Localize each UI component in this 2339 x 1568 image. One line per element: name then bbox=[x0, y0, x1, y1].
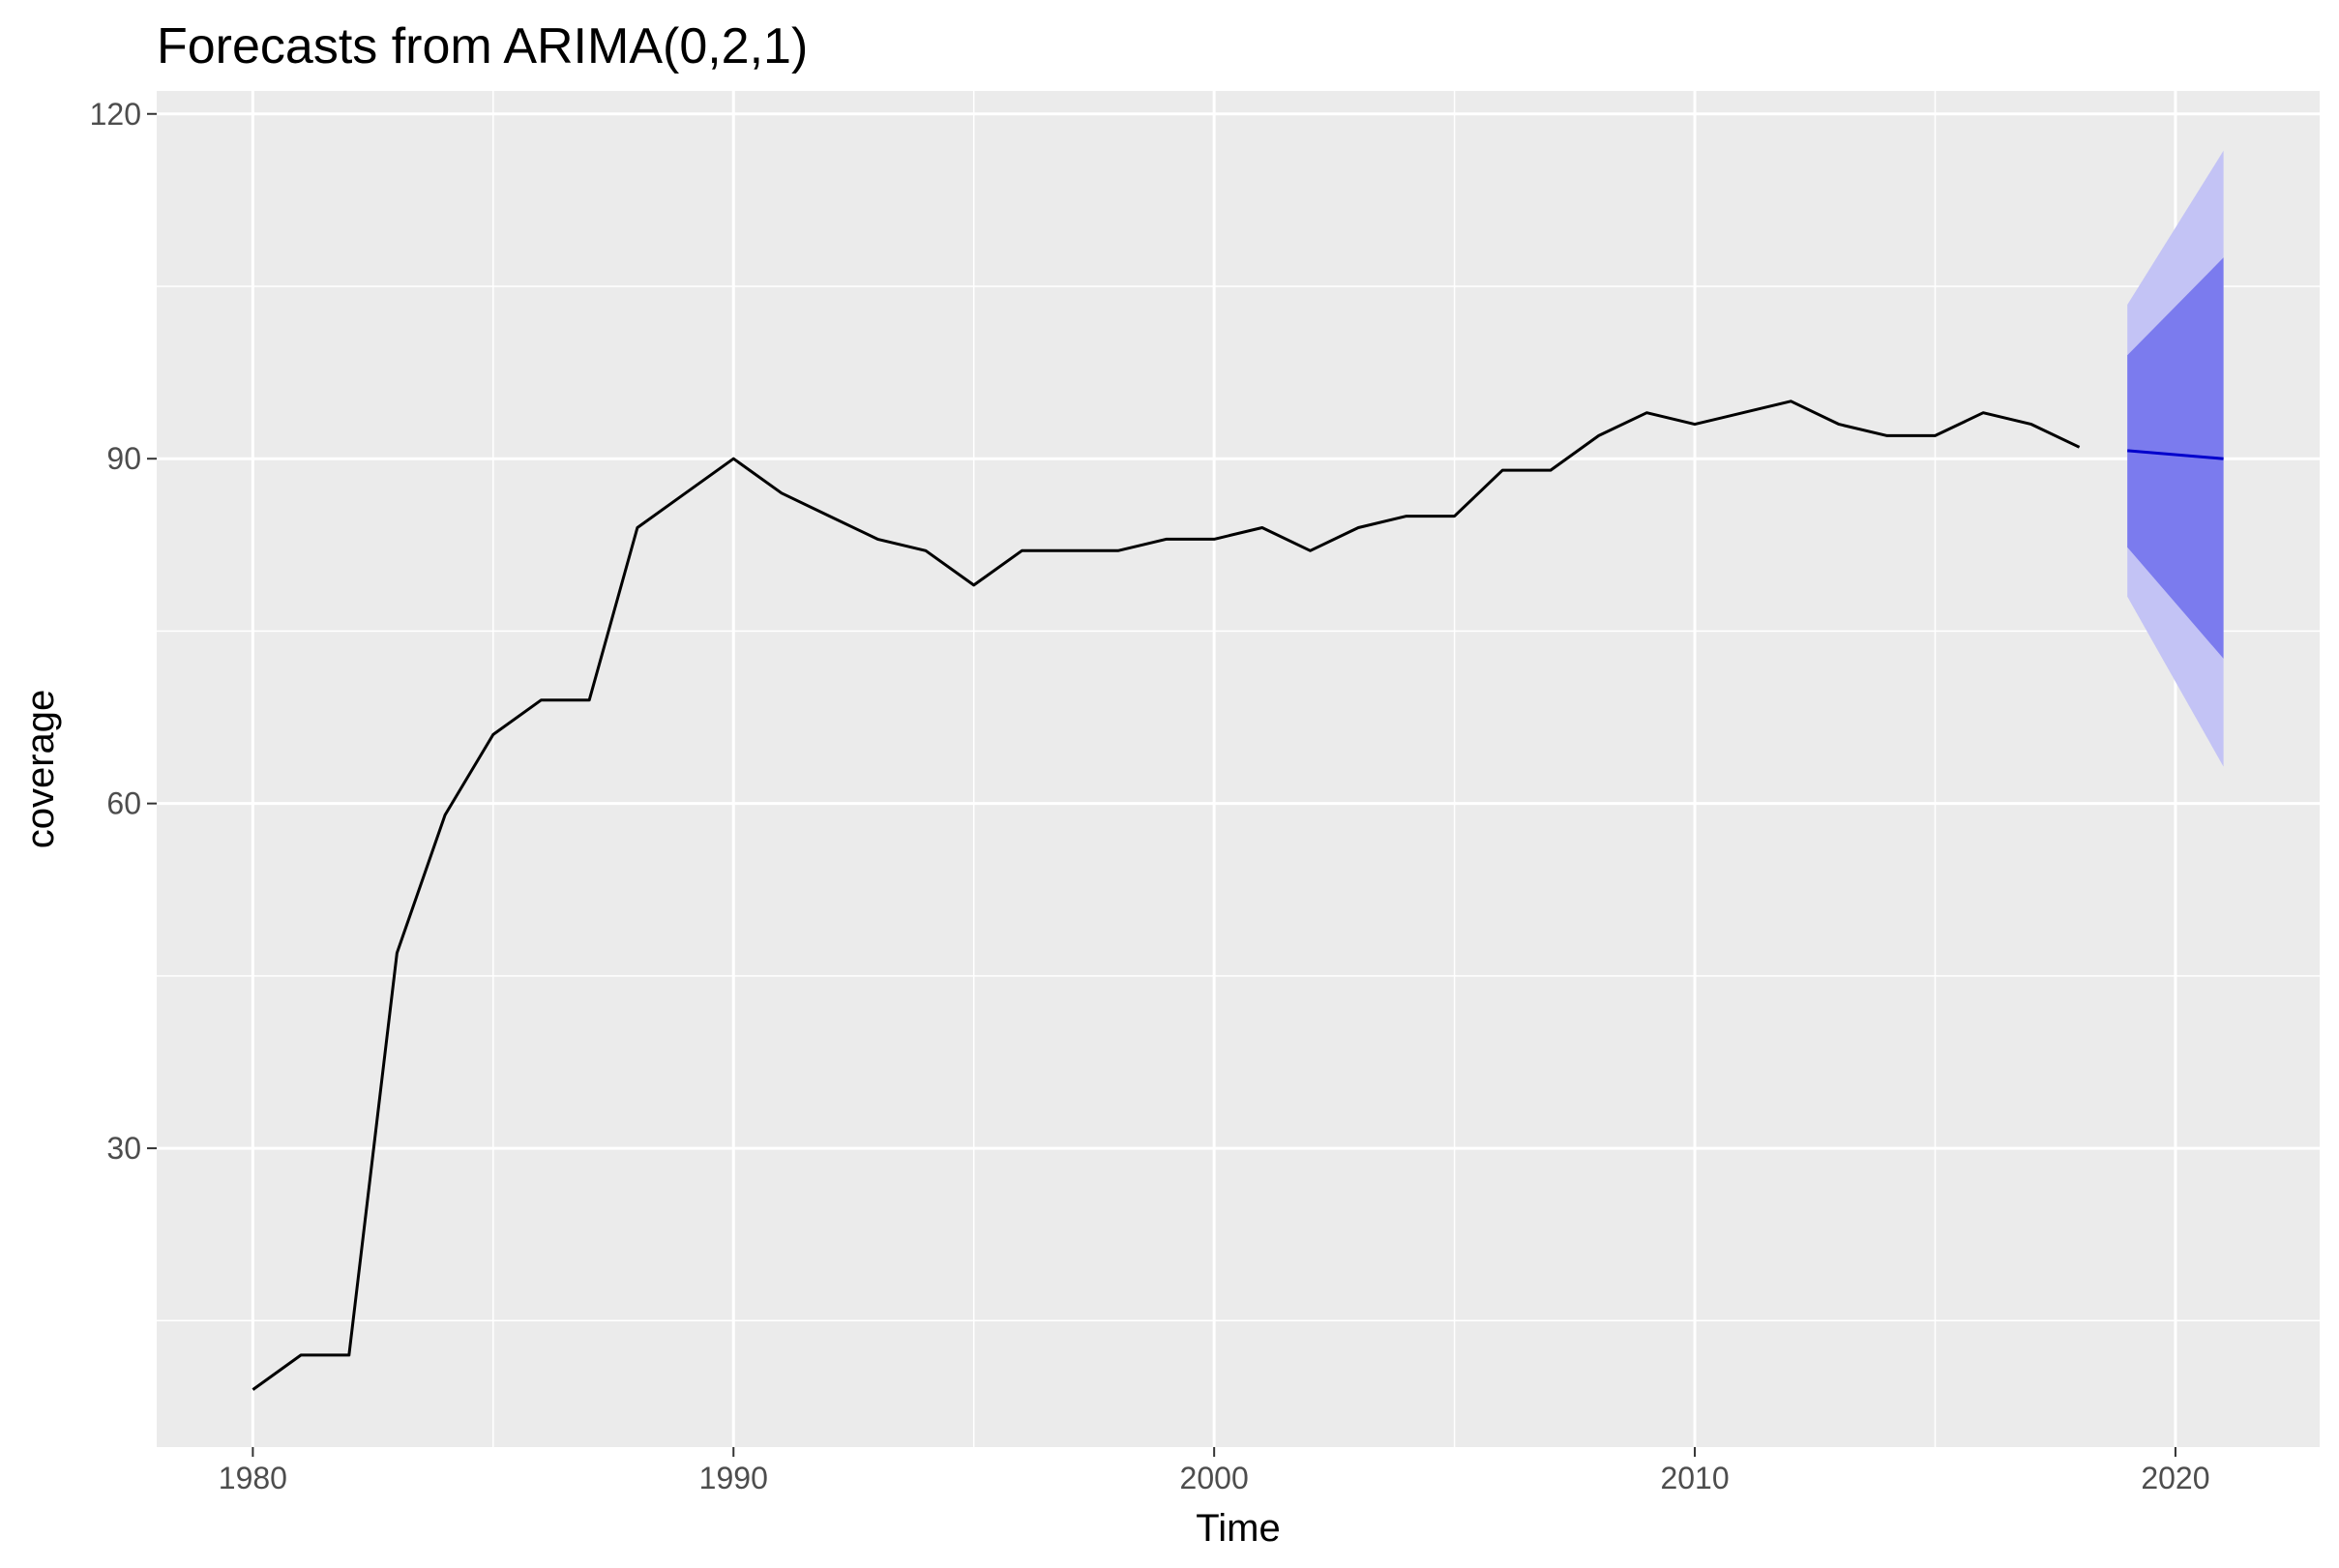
y-tick-label: 90 bbox=[106, 441, 141, 476]
chart-title: Forecasts from ARIMA(0,2,1) bbox=[157, 18, 808, 74]
series-lines bbox=[252, 399, 2224, 1391]
x-tick-label: 2000 bbox=[1180, 1461, 1249, 1495]
x-axis-title: Time bbox=[1196, 1507, 1280, 1550]
major-gridlines bbox=[157, 91, 2320, 1447]
x-tick-label: 1990 bbox=[699, 1461, 768, 1495]
y-axis: 30 60 90 120 bbox=[90, 97, 157, 1166]
y-axis-title: coverage bbox=[19, 690, 62, 849]
x-axis: 1980 1990 2000 2010 2020 bbox=[219, 1447, 2210, 1495]
history-line bbox=[252, 399, 2081, 1391]
x-tick-label: 1980 bbox=[219, 1461, 287, 1495]
minor-gridlines bbox=[157, 91, 2320, 1447]
y-tick-label: 30 bbox=[106, 1131, 141, 1166]
y-tick-label: 120 bbox=[90, 97, 141, 132]
y-tick-label: 60 bbox=[106, 786, 141, 821]
forecast-intervals bbox=[2127, 150, 2224, 767]
plot-panel bbox=[157, 91, 2320, 1447]
x-tick-label: 2020 bbox=[2141, 1461, 2209, 1495]
x-tick-label: 2010 bbox=[1660, 1461, 1729, 1495]
forecast-mean-line bbox=[2127, 449, 2224, 460]
interval-80-band bbox=[2127, 257, 2224, 659]
